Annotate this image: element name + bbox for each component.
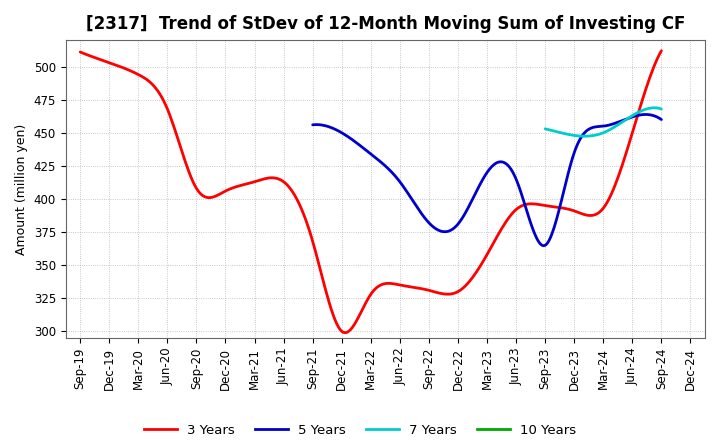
- 5 Years: [522, 206, 531, 211]
- 7 Years: [611, 124, 619, 129]
- Line: 3 Years: 3 Years: [80, 51, 662, 333]
- 7 Years: [639, 107, 648, 113]
- 5 Years: [603, 123, 612, 128]
- 5 Years: [515, 184, 523, 190]
- 5 Years: [642, 112, 651, 117]
- 3 Years: [76, 49, 84, 55]
- 3 Years: [422, 287, 431, 292]
- 7 Years: [541, 126, 550, 132]
- 7 Years: [613, 123, 621, 128]
- 5 Years: [539, 243, 548, 248]
- Y-axis label: Amount (million yen): Amount (million yen): [15, 123, 28, 255]
- 5 Years: [310, 122, 318, 127]
- 7 Years: [650, 105, 659, 110]
- 7 Years: [580, 134, 589, 139]
- 3 Years: [567, 208, 576, 213]
- 7 Years: [610, 125, 618, 130]
- Line: 5 Years: 5 Years: [312, 114, 662, 246]
- 3 Years: [341, 330, 349, 335]
- 5 Years: [308, 122, 317, 128]
- 5 Years: [626, 115, 634, 120]
- 7 Years: [657, 106, 666, 112]
- Title: [2317]  Trend of StDev of 12-Month Moving Sum of Investing CF: [2317] Trend of StDev of 12-Month Moving…: [86, 15, 685, 33]
- 3 Years: [657, 48, 666, 53]
- Legend: 3 Years, 5 Years, 7 Years, 10 Years: 3 Years, 5 Years, 7 Years, 10 Years: [138, 418, 582, 440]
- 3 Years: [433, 290, 442, 295]
- 3 Years: [424, 287, 433, 293]
- 5 Years: [657, 117, 666, 122]
- 3 Years: [605, 196, 613, 202]
- 3 Years: [78, 50, 86, 55]
- 5 Years: [516, 188, 525, 193]
- 7 Years: [647, 106, 655, 111]
- Line: 7 Years: 7 Years: [545, 108, 662, 136]
- 7 Years: [541, 126, 549, 132]
